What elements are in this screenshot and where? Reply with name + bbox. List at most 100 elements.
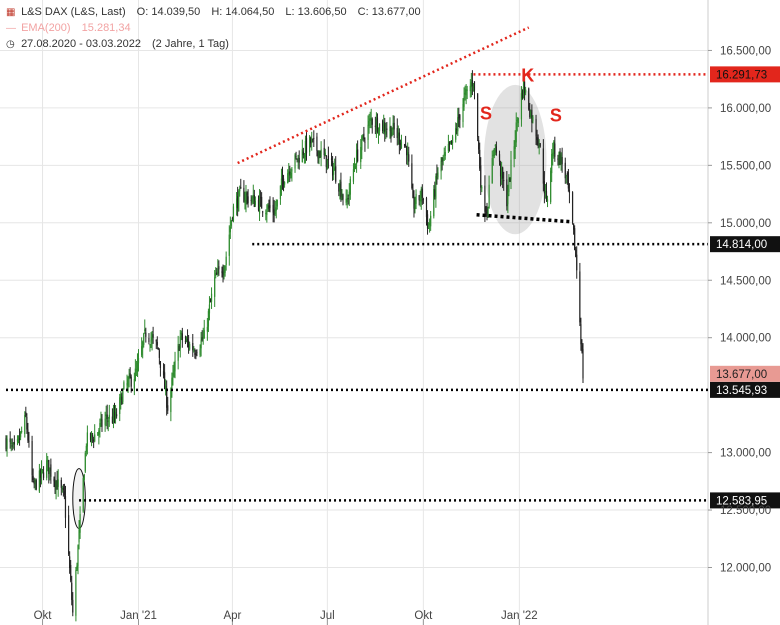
candle-body: [50, 464, 52, 477]
candle-body: [9, 438, 11, 443]
candle-body: [244, 199, 246, 203]
candle-body: [272, 204, 274, 213]
candle-body: [529, 109, 531, 118]
candle-body: [128, 374, 130, 380]
candle-body: [76, 565, 78, 569]
x-tick-label: Okt: [34, 610, 53, 622]
candle-body: [565, 175, 567, 177]
level-label-box: [710, 236, 780, 253]
candle-body: [20, 431, 22, 438]
y-tick-label: 12.500,00: [720, 505, 771, 517]
candle-body: [362, 135, 364, 137]
candle-body: [370, 117, 372, 121]
candle-body: [287, 173, 289, 184]
highlight-ellipse: [483, 84, 547, 235]
candle-body: [384, 122, 386, 132]
candle-body: [99, 423, 101, 429]
candle-body: [363, 133, 365, 140]
last-price-box: [710, 365, 780, 382]
candle-body: [64, 496, 67, 518]
candle-body: [31, 441, 33, 476]
candle-body: [352, 169, 355, 182]
candle-body: [291, 168, 293, 172]
x-tick-labels: Okt Jan '21 Apr Jul Okt Jan '22: [34, 610, 538, 625]
candle-body: [41, 469, 44, 471]
candle-body: [10, 442, 12, 444]
candle-body: [502, 167, 504, 179]
candle-body: [202, 336, 204, 339]
candle-body: [554, 143, 556, 157]
candle-body: [415, 194, 417, 204]
level-label: 13.545,93: [716, 385, 767, 397]
annotation-label: K: [521, 65, 534, 85]
candle-body: [261, 196, 263, 209]
candle-body: [82, 477, 84, 512]
candle-body: [268, 205, 270, 208]
candle-body: [405, 144, 407, 146]
candle-body: [378, 123, 381, 132]
candle-body: [24, 414, 26, 435]
candle-body: [274, 210, 276, 215]
candle-body: [485, 212, 487, 214]
clock-icon: ◷: [6, 39, 15, 50]
candle-body: [532, 116, 534, 122]
candle-body: [186, 338, 189, 342]
candle-body: [531, 109, 533, 123]
candle-body: [114, 412, 117, 420]
candle-body: [558, 151, 560, 161]
candle-body: [434, 189, 436, 197]
candle-body: [316, 136, 318, 151]
candle-body: [26, 416, 28, 430]
candle-body: [537, 137, 539, 146]
candle-body: [406, 146, 408, 156]
candle-body: [564, 162, 566, 179]
candle-body: [289, 171, 291, 176]
candle-body: [93, 439, 95, 442]
candle-body: [418, 195, 420, 201]
candle-body: [487, 209, 489, 216]
candle-body: [546, 199, 549, 202]
candle-body: [422, 199, 424, 201]
candle-body: [508, 177, 510, 192]
level-label: 12.583,95: [716, 495, 767, 507]
candle-body: [32, 475, 34, 480]
candle-body: [313, 137, 315, 139]
y-tick-label: 14.500,00: [720, 275, 771, 287]
candle-body: [194, 353, 196, 355]
candle-body: [209, 301, 212, 303]
period-header: ◷ 27.08.2020 - 03.03.2022 (2 Jahre, 1 Ta…: [6, 38, 229, 50]
candle-body: [34, 479, 36, 482]
candle-body: [391, 132, 393, 137]
candle-body: [574, 228, 576, 250]
candle-body: [276, 199, 278, 207]
candle-body: [566, 172, 568, 175]
ohlc-close: C: 13.677,00: [357, 6, 421, 18]
candle-body: [100, 418, 102, 421]
candle-body: [464, 92, 466, 95]
candle-body: [288, 171, 290, 174]
candle-body: [294, 154, 296, 169]
candle-body: [327, 155, 330, 161]
candle-body: [69, 556, 71, 569]
candle-body: [444, 151, 446, 156]
candle-body: [235, 198, 238, 208]
candle-body: [412, 188, 414, 198]
level-label-box: [710, 66, 780, 83]
candle-body: [374, 125, 376, 127]
candle-body: [187, 340, 190, 348]
candle-body: [361, 136, 363, 151]
candle-body: [133, 379, 135, 389]
annotations: S K S: [480, 65, 562, 125]
candle-body: [11, 445, 13, 447]
candle-body: [567, 172, 569, 189]
candle-body: [542, 148, 544, 184]
candle-body: [407, 152, 409, 155]
candle-body: [237, 196, 239, 209]
candle-body: [557, 158, 559, 160]
candle-body: [400, 141, 403, 149]
candle-body: [35, 480, 37, 490]
candle-body: [172, 372, 174, 376]
candle-body: [195, 353, 197, 355]
